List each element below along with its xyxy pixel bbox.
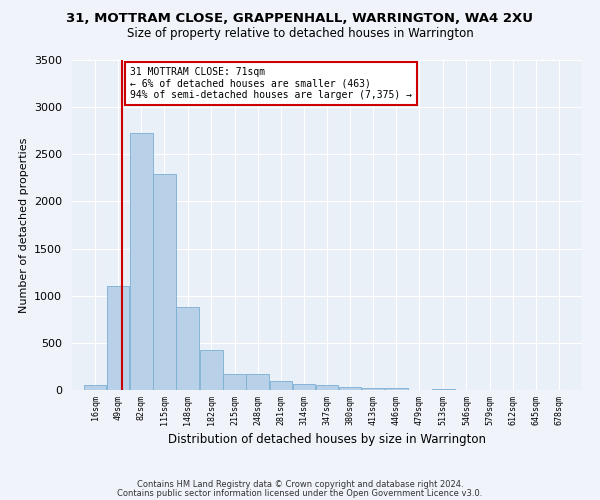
Text: Contains public sector information licensed under the Open Government Licence v3: Contains public sector information licen…: [118, 488, 482, 498]
Bar: [247, 374, 269, 390]
Bar: [269, 381, 292, 390]
Bar: [130, 132, 152, 390]
Bar: [432, 389, 455, 390]
Text: Size of property relative to detached houses in Warrington: Size of property relative to detached ho…: [127, 28, 473, 40]
Bar: [385, 388, 407, 390]
Bar: [223, 374, 246, 390]
Bar: [176, 307, 199, 390]
Text: 31, MOTTRAM CLOSE, GRAPPENHALL, WARRINGTON, WA4 2XU: 31, MOTTRAM CLOSE, GRAPPENHALL, WARRINGT…: [67, 12, 533, 26]
Bar: [84, 385, 106, 390]
Bar: [339, 386, 361, 390]
Text: 31 MOTTRAM CLOSE: 71sqm
← 6% of detached houses are smaller (463)
94% of semi-de: 31 MOTTRAM CLOSE: 71sqm ← 6% of detached…: [130, 66, 412, 100]
Text: Contains HM Land Registry data © Crown copyright and database right 2024.: Contains HM Land Registry data © Crown c…: [137, 480, 463, 489]
X-axis label: Distribution of detached houses by size in Warrington: Distribution of detached houses by size …: [168, 433, 486, 446]
Bar: [200, 350, 223, 390]
Bar: [153, 174, 176, 390]
Bar: [293, 384, 315, 390]
Bar: [316, 385, 338, 390]
Bar: [107, 286, 130, 390]
Y-axis label: Number of detached properties: Number of detached properties: [19, 138, 29, 312]
Bar: [362, 388, 385, 390]
